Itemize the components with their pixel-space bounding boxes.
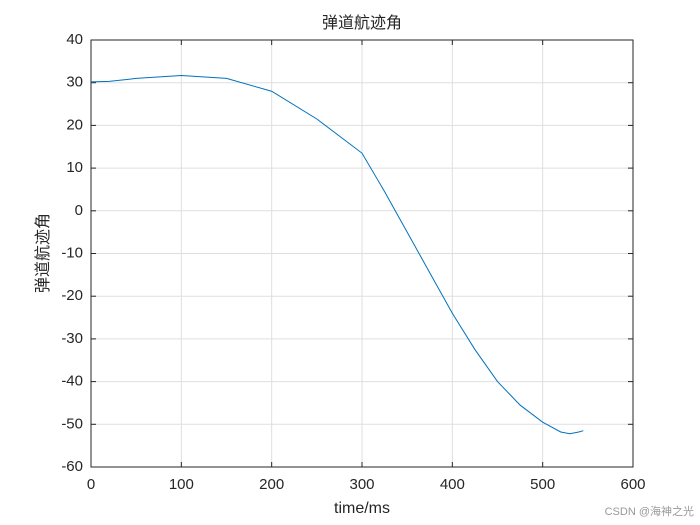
y-tick-label: -50 — [61, 415, 83, 432]
x-tick-label: 300 — [349, 476, 374, 493]
chart-title: 弹道航迹角 — [322, 14, 402, 32]
x-tick-label: 100 — [169, 476, 194, 493]
data-line — [90, 74, 584, 435]
y-tick-label: 30 — [66, 74, 83, 91]
y-tick-label: -10 — [61, 244, 83, 261]
y-tick-label: 40 — [66, 31, 83, 48]
y-tick-label: -60 — [61, 458, 83, 475]
watermark: CSDN @海神之光 — [605, 504, 694, 518]
x-tick-label: 200 — [259, 476, 284, 493]
y-tick-label: -20 — [61, 287, 83, 304]
y-axis-label: 弹道航迹角 — [34, 213, 52, 293]
y-tick-label: 20 — [66, 116, 83, 133]
x-axis-label: time/ms — [334, 500, 390, 517]
y-tick-label: -40 — [61, 373, 83, 390]
y-tick-label: 10 — [66, 159, 83, 176]
x-tick-label: 0 — [87, 476, 95, 493]
x-tick-label: 600 — [620, 476, 645, 493]
y-tick-label: -30 — [61, 330, 83, 347]
plot-frame — [90, 39, 634, 468]
x-tick-label: 400 — [440, 476, 465, 493]
y-tick-label: 0 — [75, 202, 83, 219]
x-tick-label: 500 — [530, 476, 555, 493]
